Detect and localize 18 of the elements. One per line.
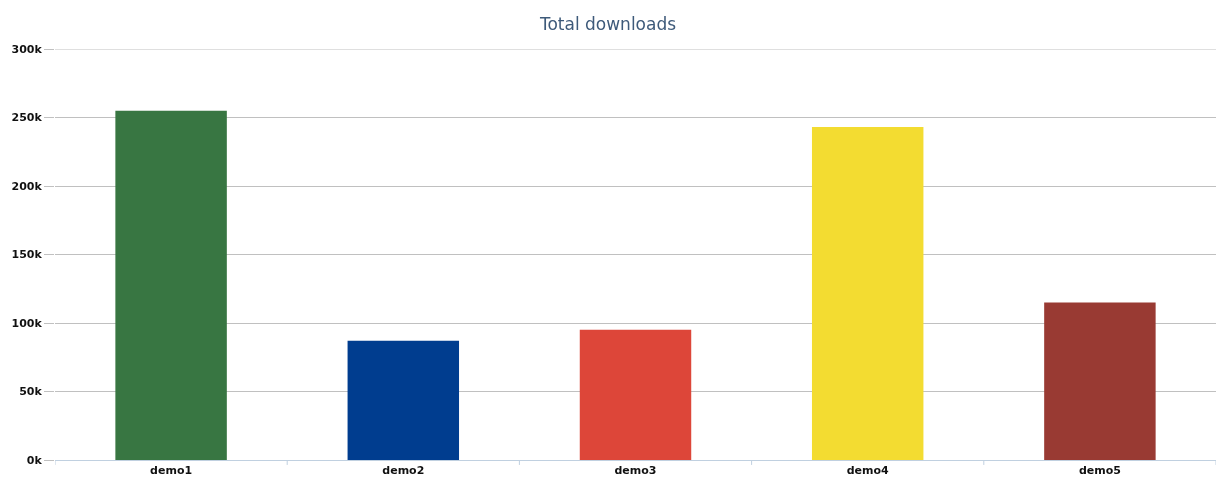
chart-title: Total downloads xyxy=(538,13,677,34)
x-tick-label: demo1 xyxy=(150,464,193,478)
bar xyxy=(115,110,227,460)
y-tick-label: 200k xyxy=(11,179,43,193)
y-tick-label: 0k xyxy=(26,453,43,467)
y-tick-label: 150k xyxy=(11,248,43,262)
bar xyxy=(347,340,460,460)
x-tick-label: demo4 xyxy=(846,464,890,478)
bar xyxy=(811,127,924,460)
bar xyxy=(1044,302,1156,460)
y-tick-label: 300k xyxy=(11,42,43,56)
y-tick-label: 100k xyxy=(11,316,43,330)
x-tick-label: demo3 xyxy=(614,464,657,478)
bar xyxy=(579,329,692,460)
x-tick-label: demo2 xyxy=(382,464,425,478)
x-tick-label: demo5 xyxy=(1078,464,1121,478)
y-tick-label: 250k xyxy=(11,111,43,125)
y-tick-label: 50k xyxy=(19,385,43,399)
